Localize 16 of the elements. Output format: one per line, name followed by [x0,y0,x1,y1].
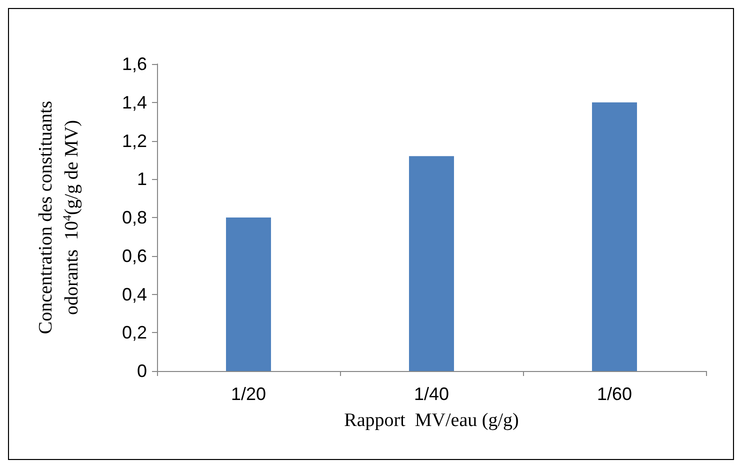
y-tick-label: 1,4 [122,92,147,112]
bar [226,218,271,371]
x-tick-label: 1/20 [230,384,266,404]
y-tick-label: 0,8 [122,208,147,228]
x-tick-label: 1/40 [414,384,450,404]
y-tick-label: 1,2 [122,130,147,151]
bar [592,102,637,371]
y-tick-label: 1,6 [122,54,147,74]
x-axis-title: Rapport MV/eau (g/g) [344,410,519,431]
bar [409,156,454,371]
y-tick-label: 1 [136,169,147,190]
y-tick-label: 0,4 [122,284,147,304]
x-tick-label: 1/60 [596,384,632,404]
y-tick-label: 0,6 [122,246,147,266]
y-tick-label: 0,2 [122,322,147,343]
y-tick-label: 0 [136,361,147,381]
